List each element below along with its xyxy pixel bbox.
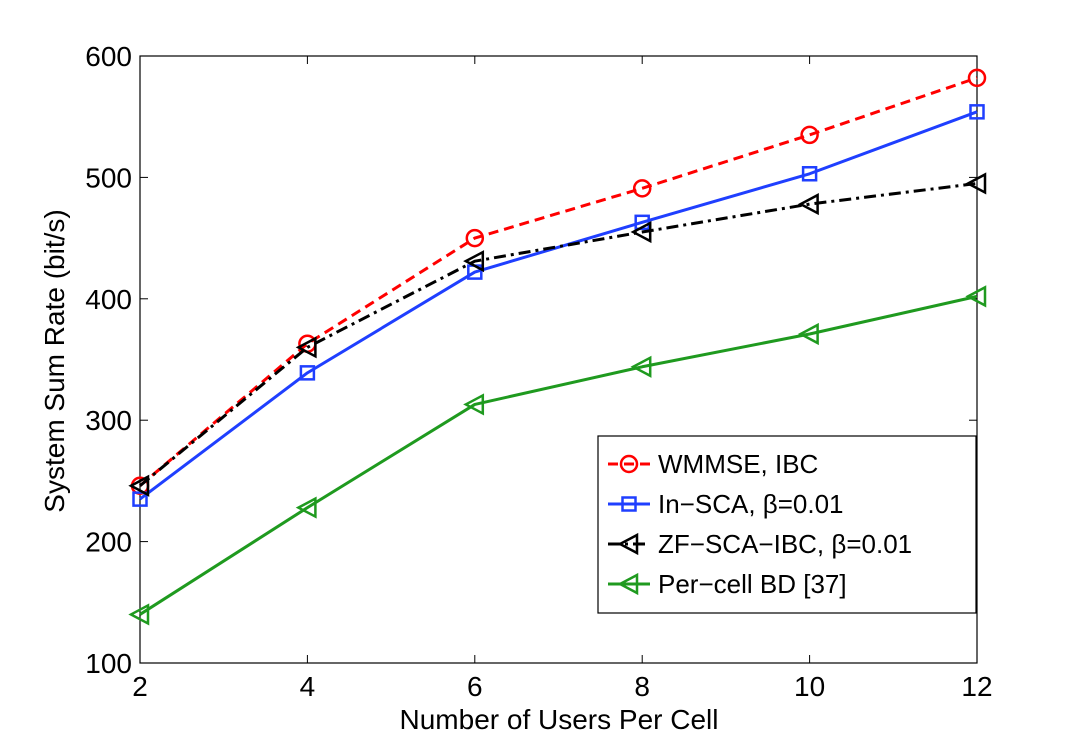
data-point [632,179,652,198]
x-tick-label: 10 [794,671,825,702]
data-point [800,125,819,145]
series-3 [128,285,987,626]
data-point [128,603,150,626]
plot-ticks: 2 4 6 8 10 12 100 200 300 400 500 600 [85,41,992,702]
data-point [132,491,148,507]
legend-box [597,435,977,614]
legend-marker [617,572,639,596]
series-line [139,76,978,487]
data-point [295,336,317,359]
data-point [463,250,485,273]
series-1 [132,104,985,507]
x-tick-label: 4 [300,671,316,702]
data-point [465,228,485,248]
y-axis-label: System Sum Rate (bit/s) [39,209,70,512]
y-tick-label: 300 [85,405,132,436]
data-point [801,166,818,182]
data-point [797,193,819,216]
y-tick-label: 200 [85,527,132,558]
data-point [630,220,652,244]
y-tick-label: 400 [85,284,132,315]
plot-axes [139,55,978,664]
series-2 [128,172,987,497]
data-point [965,285,987,308]
data-point [299,365,316,381]
legend-entry: In−SCA, β=0.01 [658,489,844,519]
data-point [634,214,650,231]
series-line [139,181,978,487]
legend-entry: ZF−SCA−IBC, β=0.01 [658,529,912,559]
series-line [139,110,978,501]
legend-entry: Per−cell BD [37] [658,569,847,599]
data-point [967,68,987,88]
x-tick-label: 6 [467,671,483,702]
x-tick-label: 2 [132,671,148,702]
legend-marker [619,454,639,474]
x-tick-label: 8 [634,671,650,702]
y-tick-label: 500 [85,162,132,193]
legend-marker [621,496,637,512]
data-point [965,172,987,195]
series-line [139,294,978,616]
legend-entry: WMMSE, IBC [658,449,818,479]
y-tick-label: 600 [85,41,132,72]
data-point [797,322,819,346]
legend-marker [617,532,639,556]
data-point [463,393,485,416]
y-tick-label: 100 [85,648,132,679]
plot-frame [139,55,978,664]
x-axis-label: Number of Users Per Cell [400,704,719,735]
series-0 [130,68,987,496]
data-point [630,355,652,378]
data-point [969,104,985,120]
plot-series [128,68,987,626]
legend: WMMSE, IBC In−SCA, β=0.01 ZF−SCA−IBC, β=0.… [597,435,977,614]
x-tick-label: 12 [961,671,992,702]
data-point [295,496,317,519]
data-point [128,474,150,497]
